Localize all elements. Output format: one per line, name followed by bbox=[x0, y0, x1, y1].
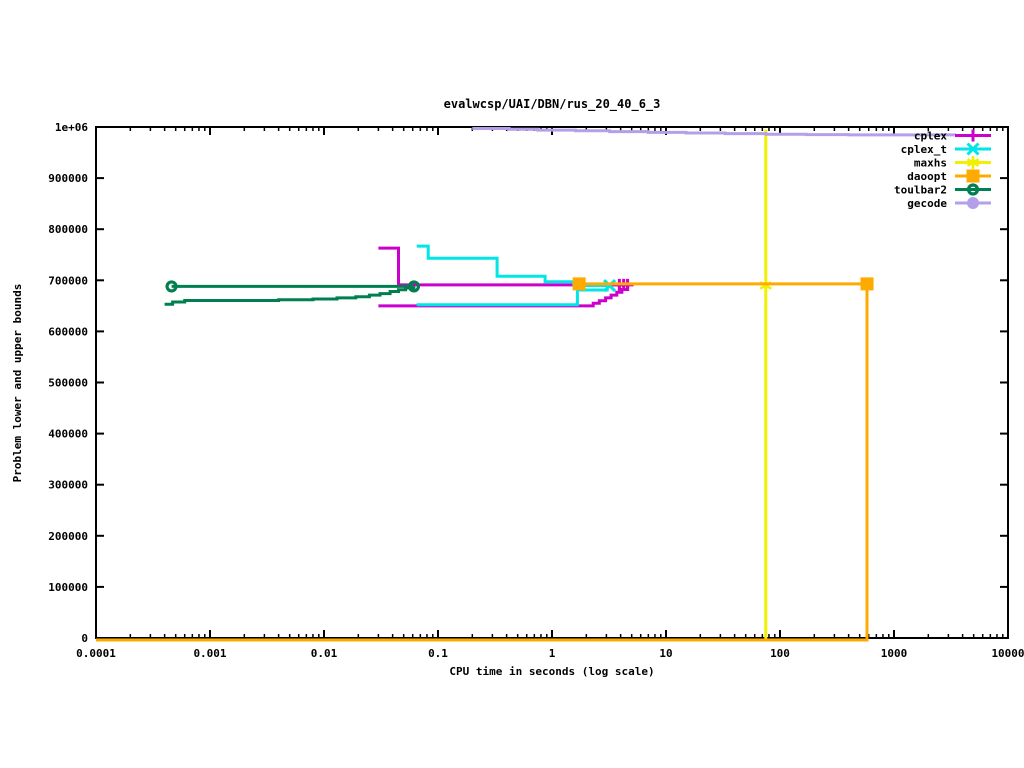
x-tick-label: 1000 bbox=[881, 647, 908, 660]
y-axis-label: Problem lower and upper bounds bbox=[11, 284, 24, 483]
x-tick-label: 100 bbox=[770, 647, 790, 660]
y-tick-label: 700000 bbox=[48, 274, 88, 287]
marker-cross bbox=[603, 278, 617, 293]
chart-title: evalwcsp/UAI/DBN/rus_20_40_6_3 bbox=[443, 97, 661, 111]
marker-circle-open bbox=[966, 183, 980, 196]
series-cplex-line bbox=[378, 284, 630, 308]
series-daoopt-line bbox=[96, 282, 869, 642]
legend-label-gecode: gecode bbox=[907, 197, 947, 210]
x-tick-label: 0.01 bbox=[311, 647, 338, 660]
series-gecode-line bbox=[472, 127, 957, 137]
marker-square bbox=[860, 277, 874, 291]
legend-label-cplex: cplex bbox=[914, 130, 947, 143]
legend-label-toulbar2: toulbar2 bbox=[894, 184, 947, 197]
y-tick-label: 900000 bbox=[48, 172, 88, 185]
series-cplex-line bbox=[378, 246, 628, 287]
marker-star bbox=[966, 156, 980, 169]
plot-border bbox=[95, 126, 1009, 639]
marker-square bbox=[572, 277, 586, 291]
y-tick-label: 0 bbox=[81, 632, 88, 645]
x-tick-label: 10000 bbox=[991, 647, 1024, 660]
x-tick-label: 1 bbox=[549, 647, 556, 660]
y-tick-label: 500000 bbox=[48, 377, 88, 390]
x-tick-label: 0.001 bbox=[193, 647, 226, 660]
legend-label-cplex_t: cplex_t bbox=[901, 143, 947, 156]
marker-circle-open bbox=[165, 280, 178, 293]
x-tick-label: 0.1 bbox=[428, 647, 448, 660]
legend-label-maxhs: maxhs bbox=[914, 157, 947, 170]
marker-circle-open bbox=[407, 280, 421, 293]
y-tick-label: 400000 bbox=[48, 428, 88, 441]
series-toulbar2-line bbox=[164, 286, 416, 306]
y-tick-label: 300000 bbox=[48, 479, 88, 492]
x-axis-label: CPU time in seconds (log scale) bbox=[449, 665, 655, 678]
y-tick-label: 800000 bbox=[48, 223, 88, 236]
marker-star bbox=[759, 278, 772, 292]
y-tick-label: 600000 bbox=[48, 325, 88, 338]
marker-plus bbox=[967, 129, 979, 142]
series-maxhs-line bbox=[96, 129, 768, 642]
x-tick-label: 10 bbox=[659, 647, 672, 660]
marker-circle-filled bbox=[967, 197, 979, 209]
y-tick-label: 200000 bbox=[48, 530, 88, 543]
marker-square bbox=[966, 169, 980, 183]
y-tick-label: 1e+06 bbox=[55, 121, 88, 134]
x-tick-label: 0.0001 bbox=[76, 647, 116, 660]
legend-label-daoopt: daoopt bbox=[907, 170, 947, 183]
y-tick-label: 100000 bbox=[48, 581, 88, 594]
marker-cross bbox=[966, 142, 980, 156]
